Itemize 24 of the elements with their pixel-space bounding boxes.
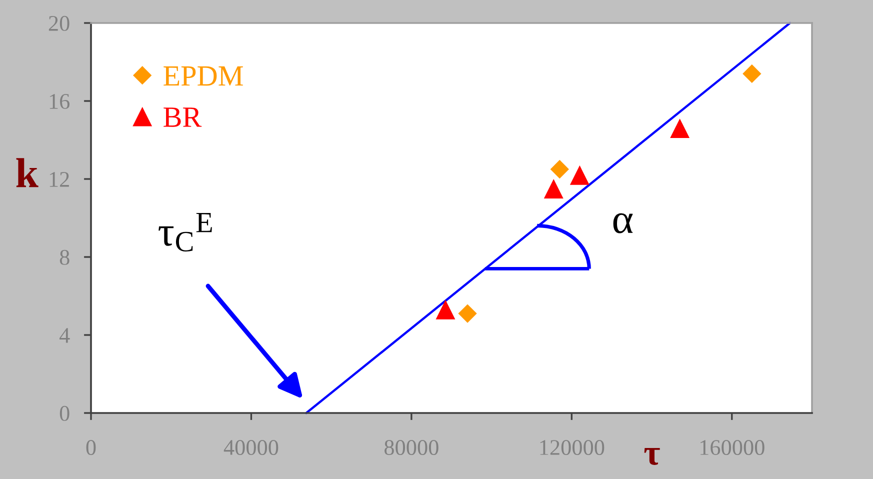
legend-label: EPDM xyxy=(164,66,243,86)
x-tick-label: 0 xyxy=(86,440,96,456)
x-tick-label: 40000 xyxy=(224,440,278,456)
legend-label: BR xyxy=(164,108,202,127)
y-tick-label: 0 xyxy=(60,406,70,421)
point xyxy=(544,179,564,198)
point xyxy=(742,64,762,84)
y-tick-label: 4 xyxy=(59,328,70,343)
point xyxy=(570,165,590,185)
point xyxy=(550,160,569,179)
point xyxy=(670,118,690,138)
point xyxy=(436,300,456,320)
y-tick-label: 12 xyxy=(50,172,69,187)
point xyxy=(458,304,477,323)
x-axis-title: τ xyxy=(644,448,660,465)
y-tick-label: 16 xyxy=(50,94,70,109)
y-axis-title: k xyxy=(16,158,38,188)
annotation: α xyxy=(613,213,633,234)
y-tick-label: 20 xyxy=(48,16,70,31)
y-tick-label: 8 xyxy=(60,250,70,265)
annotation: τ$_{C}$$^{E}$ xyxy=(158,213,212,252)
x-tick-label: 160000 xyxy=(700,440,764,456)
x-tick-label: 120000 xyxy=(540,440,604,456)
x-tick-label: 80000 xyxy=(384,440,438,456)
